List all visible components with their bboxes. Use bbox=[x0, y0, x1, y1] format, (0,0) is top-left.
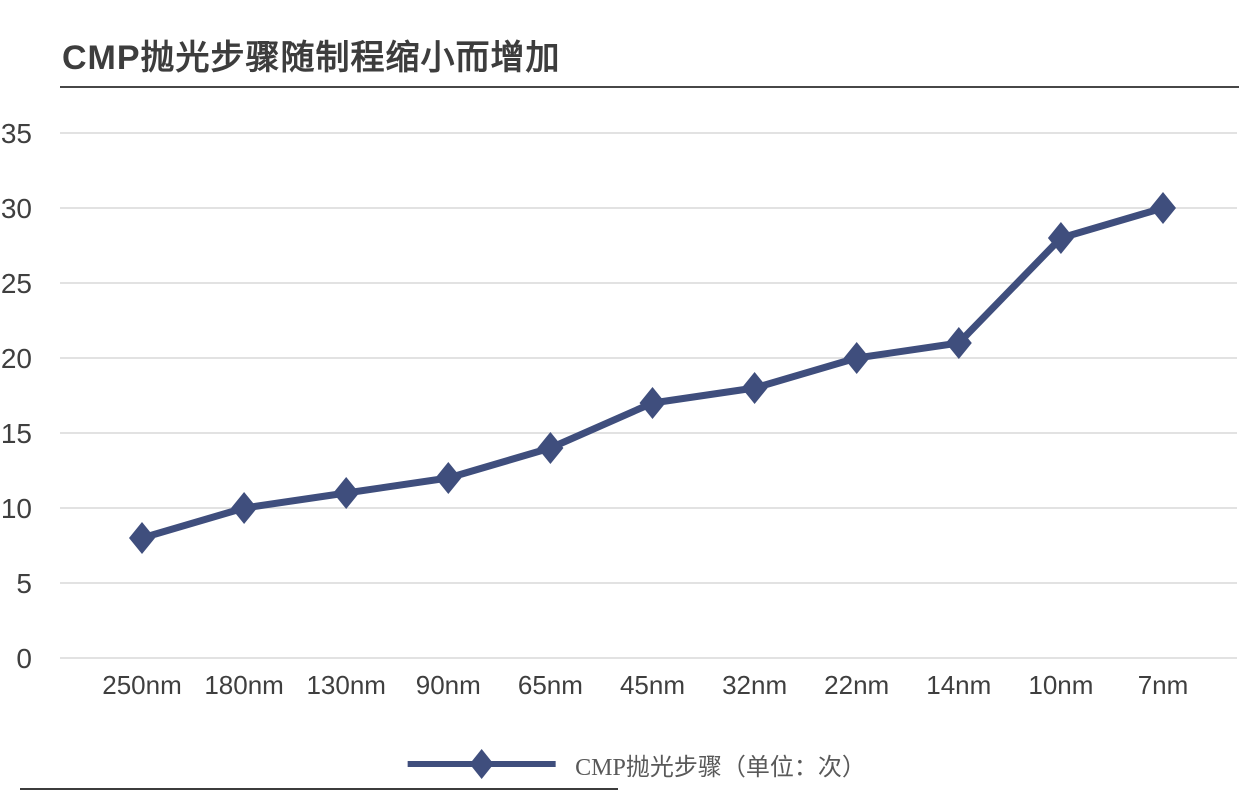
data-point-marker bbox=[333, 477, 360, 509]
data-point-marker bbox=[945, 327, 972, 359]
legend-line-marker-icon bbox=[407, 749, 556, 779]
x-axis-tick-label: 7nm bbox=[1138, 670, 1189, 700]
chart-title: CMP抛光步骤随制程缩小而增加 bbox=[62, 39, 561, 77]
y-axis-tick-label: 25 bbox=[1, 268, 32, 299]
x-axis-tick-label: 14nm bbox=[926, 670, 991, 700]
data-point-marker bbox=[129, 522, 155, 554]
data-point-marker bbox=[639, 387, 666, 419]
y-axis-tick-label: 15 bbox=[1, 418, 32, 449]
title-underline bbox=[60, 86, 1239, 88]
y-axis-tick-label: 20 bbox=[1, 343, 32, 374]
x-axis-tick-label: 250nm bbox=[102, 670, 182, 700]
data-point-marker bbox=[741, 372, 768, 404]
data-point-marker bbox=[1047, 222, 1074, 254]
x-axis-tick-label: 130nm bbox=[306, 670, 386, 700]
y-axis-tick-label: 0 bbox=[16, 643, 32, 674]
data-point-marker bbox=[537, 432, 564, 464]
y-axis-tick-label: 35 bbox=[1, 118, 32, 149]
x-axis-tick-label: 180nm bbox=[204, 670, 284, 700]
data-point-marker bbox=[1150, 192, 1176, 224]
series-line bbox=[138, 204, 1167, 542]
y-axis-tick-label: 5 bbox=[16, 568, 32, 599]
x-axis-tick-label: 32nm bbox=[722, 670, 787, 700]
data-point-marker bbox=[843, 342, 870, 374]
x-axis-tick-label: 22nm bbox=[824, 670, 889, 700]
legend-label: CMP抛光步骤（单位：次） bbox=[575, 754, 866, 781]
data-point-marker bbox=[231, 492, 258, 524]
y-axis-tick-label: 10 bbox=[1, 493, 32, 524]
chart-legend: CMP抛光步骤（单位：次） bbox=[405, 746, 866, 782]
x-axis-tick-label: 10nm bbox=[1028, 670, 1093, 700]
x-axis-tick-label: 90nm bbox=[416, 670, 481, 700]
y-axis-tick-label: 30 bbox=[1, 193, 32, 224]
bottom-border-line bbox=[20, 788, 618, 790]
x-axis-tick-label: 65nm bbox=[518, 670, 583, 700]
x-axis-tick-label: 45nm bbox=[620, 670, 685, 700]
data-point-marker bbox=[435, 462, 462, 494]
